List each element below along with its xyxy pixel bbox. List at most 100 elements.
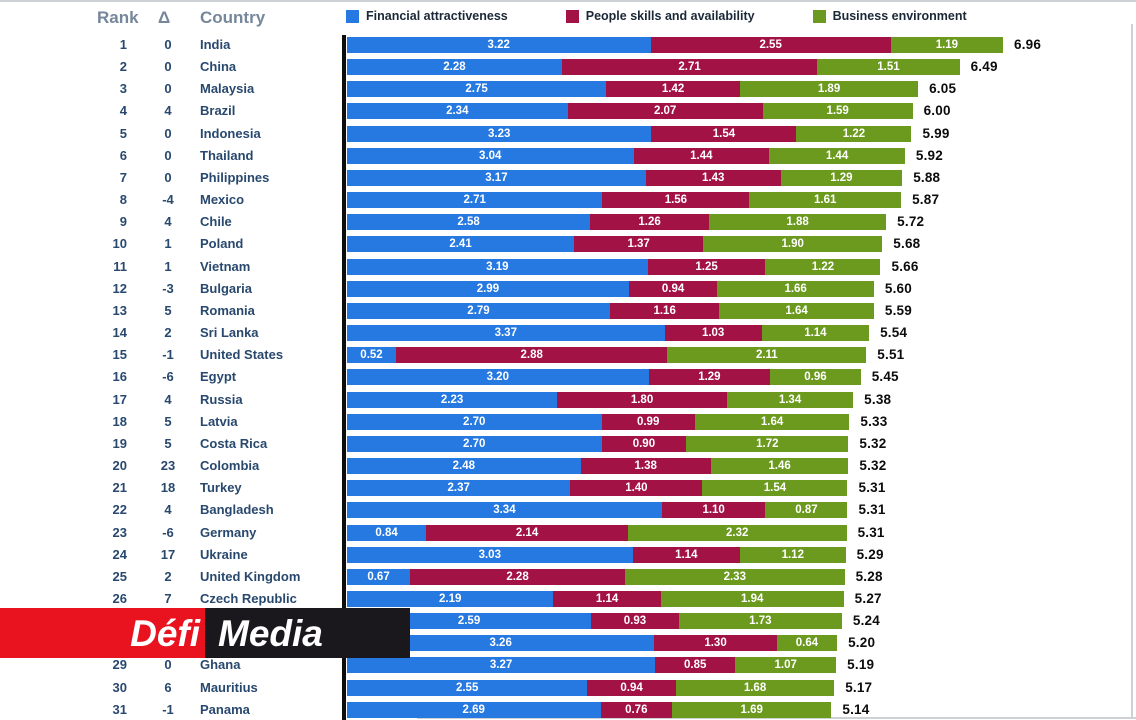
stacked-bar: 3.26 1.30 0.64 5.20 <box>347 635 875 652</box>
rank-cell: 14 <box>112 325 127 341</box>
column-header-delta: Δ <box>158 8 171 27</box>
stacked-bar: 0.67 2.28 2.33 5.28 <box>347 568 883 585</box>
delta-cell: 1 <box>164 258 172 274</box>
top-border-line <box>0 0 1136 2</box>
bar-segment-business-environment: 1.89 <box>739 81 919 98</box>
delta-cell: -3 <box>162 280 174 296</box>
column-header-country: Country <box>200 8 266 27</box>
total-score-label: 5.72 <box>897 214 925 230</box>
rank-cell: 10 <box>112 236 127 252</box>
total-score-label: 5.14 <box>842 701 870 717</box>
bar-segment-financial-attractiveness: 0.67 <box>347 568 411 585</box>
bar-segment-financial-attractiveness: 2.71 <box>347 192 603 209</box>
bar-segment-business-environment: 1.44 <box>769 147 905 164</box>
total-score-label: 6.96 <box>1013 37 1042 52</box>
rank-cell: 26 <box>112 591 127 606</box>
bar-segment-business-environment: 1.66 <box>717 280 874 297</box>
bar-segment-financial-attractiveness: 2.19 <box>347 591 554 607</box>
bar-segment-people-skills-and-availability: 1.43 <box>645 169 781 186</box>
delta-cell: 4 <box>164 103 172 119</box>
bar-segment-people-skills-and-availability: 1.56 <box>602 192 750 209</box>
table-row: 9 4 Chile 2.58 1.26 1.88 5.72 <box>0 214 1136 231</box>
table-row: 13 5 Romania 2.79 1.16 1.64 5.59 <box>0 302 1136 319</box>
right-border-line <box>1131 24 1133 718</box>
delta-cell: -6 <box>162 524 174 540</box>
bar-segment-people-skills-and-availability: 2.07 <box>567 103 763 120</box>
stacked-bar: 3.23 1.54 1.22 5.99 <box>347 125 950 142</box>
country-cell: China <box>200 59 237 75</box>
bar-segment-financial-attractiveness: 2.58 <box>347 214 591 231</box>
bar-segment-people-skills-and-availability: 2.88 <box>396 347 668 364</box>
financial-attractiveness-swatch-icon <box>346 10 359 23</box>
table-row: 10 1 Poland 2.41 1.37 1.90 5.68 <box>0 236 1136 253</box>
stacked-bar: 2.71 1.56 1.61 5.87 <box>347 192 939 209</box>
bar-segment-business-environment: 1.07 <box>735 657 837 674</box>
rank-cell: 18 <box>112 413 127 429</box>
country-cell: Chile <box>200 214 232 230</box>
country-cell: Bangladesh <box>200 502 274 518</box>
legend-label: People skills and availability <box>585 9 755 23</box>
business-environment-swatch-icon <box>812 10 826 23</box>
table-row: 15 -1 United States 0.52 2.88 2.11 5.51 <box>0 347 1136 364</box>
stacked-bar: 2.70 0.90 1.72 5.32 <box>347 435 886 452</box>
bar-segment-people-skills-and-availability: 1.25 <box>647 258 766 275</box>
bar-segment-financial-attractiveness: 3.22 <box>347 37 651 53</box>
total-score-label: 5.31 <box>858 480 886 496</box>
delta-cell: 0 <box>164 169 172 185</box>
bar-segment-business-environment: 2.33 <box>624 568 845 585</box>
stacked-bar: 0.52 2.88 2.11 5.51 <box>347 347 904 364</box>
bar-segment-business-environment: 1.64 <box>694 413 850 430</box>
stacked-bar: 2.79 1.16 1.64 5.59 <box>347 302 912 319</box>
bar-segment-people-skills-and-availability: 2.55 <box>650 37 891 53</box>
bar-segment-financial-attractiveness: 2.48 <box>347 458 581 475</box>
total-score-label: 5.59 <box>884 302 912 318</box>
rank-cell: 7 <box>119 169 127 185</box>
rank-cell: 21 <box>112 480 127 496</box>
bar-segment-business-environment: 1.22 <box>796 125 912 142</box>
defi-media-watermark: Défi Media <box>0 608 410 658</box>
total-score-label: 6.05 <box>929 81 957 97</box>
stacked-bar: 2.59 0.93 1.73 5.24 <box>347 613 880 630</box>
stacked-bar: 3.34 1.10 0.87 5.31 <box>347 502 886 519</box>
bar-segment-financial-attractiveness: 2.41 <box>347 236 575 253</box>
total-score-label: 5.68 <box>893 236 921 252</box>
total-score-label: 5.31 <box>857 524 885 540</box>
stacked-bar: 2.55 0.94 1.68 5.17 <box>347 679 872 696</box>
bar-segment-people-skills-and-availability: 0.94 <box>628 280 718 297</box>
bar-segment-people-skills-and-availability: 1.14 <box>553 591 661 607</box>
bar-segment-business-environment: 1.29 <box>780 169 903 186</box>
country-cell: United Kingdom <box>200 568 301 584</box>
bar-segment-financial-attractiveness: 2.79 <box>347 302 610 319</box>
bar-segment-people-skills-and-availability: 1.30 <box>654 635 777 652</box>
bar-segment-people-skills-and-availability: 1.37 <box>574 236 704 253</box>
table-row: 19 5 Costa Rica 2.70 0.90 1.72 5.32 <box>0 435 1136 452</box>
table-row: 18 5 Latvia 2.70 0.99 1.64 5.33 <box>0 413 1136 430</box>
legend-item: People skills and availability <box>565 9 755 24</box>
country-cell: Vietnam <box>200 258 251 274</box>
bar-segment-business-environment: 1.72 <box>686 435 849 452</box>
watermark-media-text: Media <box>218 612 323 654</box>
stacked-bar: 0.84 2.14 2.32 5.31 <box>347 524 885 541</box>
total-score-label: 5.99 <box>922 125 950 141</box>
bar-segment-people-skills-and-availability: 0.93 <box>591 613 679 630</box>
bar-segment-financial-attractiveness: 2.37 <box>347 480 571 497</box>
total-score-label: 6.00 <box>923 103 951 119</box>
rank-cell: 17 <box>112 391 127 407</box>
bar-segment-financial-attractiveness: 0.52 <box>347 347 396 364</box>
country-cell: Romania <box>200 302 255 318</box>
bar-segment-business-environment: 1.73 <box>678 613 842 630</box>
total-score-label: 5.31 <box>858 502 886 518</box>
total-score-label: 5.92 <box>915 147 943 163</box>
delta-cell: 0 <box>164 59 172 75</box>
bar-segment-business-environment: 1.94 <box>660 591 844 607</box>
bar-segment-financial-attractiveness: 2.99 <box>347 280 629 297</box>
delta-cell: 0 <box>164 37 172 52</box>
total-score-label: 5.24 <box>852 613 880 629</box>
bar-segment-people-skills-and-availability: 2.71 <box>561 59 818 76</box>
stacked-bar: 2.48 1.38 1.46 5.32 <box>347 458 886 475</box>
table-row: 22 4 Bangladesh 3.34 1.10 0.87 5.31 <box>0 502 1136 519</box>
table-row: 25 2 United Kingdom 0.67 2.28 2.33 5.28 <box>0 568 1136 585</box>
country-cell: Ghana <box>200 657 241 673</box>
bar-segment-financial-attractiveness: 3.23 <box>347 125 652 142</box>
bar-segment-people-skills-and-availability: 0.99 <box>601 413 695 430</box>
